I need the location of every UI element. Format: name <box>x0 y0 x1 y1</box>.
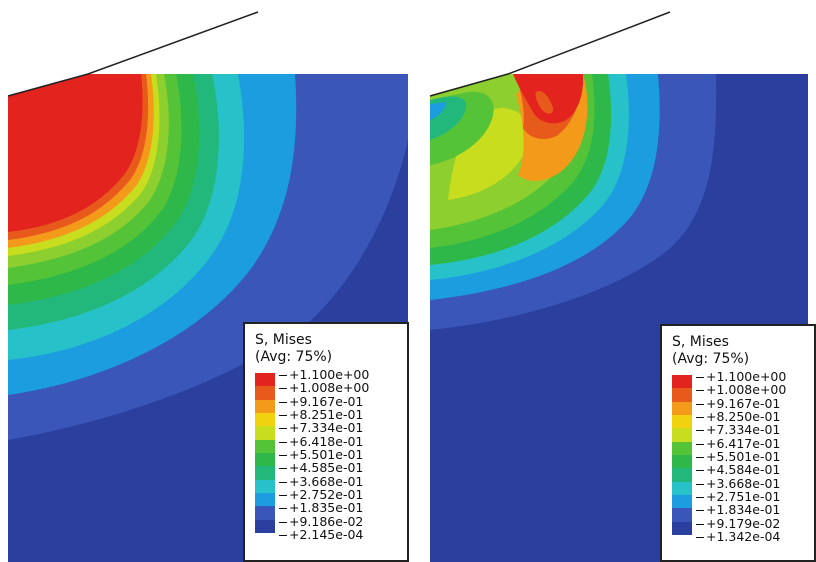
legend-swatch <box>672 401 692 416</box>
legend-swatch <box>672 508 692 522</box>
legend-swatch <box>672 375 692 389</box>
legend-swatch <box>672 441 692 456</box>
legend-value: +1.008e+00 <box>696 383 786 397</box>
legend-swatch <box>672 415 692 429</box>
legend-swatch <box>255 373 275 387</box>
legend-averaging: (Avg: 75%) <box>255 349 333 365</box>
legend-values: +1.100e+00 +1.008e+00 +9.167e-01 +8.250e… <box>696 370 786 543</box>
legend-value: +1.100e+00 <box>696 370 786 383</box>
legend-box: S, Mises (Avg: 75%) +1.100e+00 +1.008e+0… <box>660 324 816 562</box>
legend-swatch <box>255 506 275 520</box>
legend-value: +3.668e-01 <box>696 477 786 490</box>
legend-value: +9.179e-02 <box>696 517 786 530</box>
legend-value: +9.167e-01 <box>279 395 369 408</box>
tool-line <box>507 11 671 75</box>
band-red <box>8 74 143 232</box>
legend-swatch <box>672 521 692 536</box>
workpiece-edge-line <box>429 73 509 97</box>
legend-value: +4.585e-01 <box>279 461 369 475</box>
contour-panel-right: S, Mises (Avg: 75%) +1.100e+00 +1.008e+0… <box>408 0 816 562</box>
legend-swatch <box>255 413 275 427</box>
stress-contour-plot-left <box>7 11 408 562</box>
legend-color-bar <box>255 373 275 534</box>
legend-swatch <box>255 399 275 414</box>
legend-value: +5.501e-01 <box>279 448 369 461</box>
legend-value: +1.100e+00 <box>279 368 369 381</box>
legend-title: S, Mises <box>255 332 312 348</box>
legend-value: +1.835e-01 <box>279 501 369 515</box>
legend-value: +6.417e-01 <box>696 437 786 450</box>
legend-value: +5.501e-01 <box>696 450 786 463</box>
legend-swatch <box>255 439 275 454</box>
legend-swatch <box>672 468 692 482</box>
band-red-inner-mark <box>535 91 554 114</box>
legend-swatch <box>672 455 692 469</box>
legend-swatch <box>255 426 275 440</box>
legend-swatch <box>672 495 692 509</box>
legend-value: +8.251e-01 <box>279 408 369 421</box>
legend-swatch <box>255 386 275 400</box>
legend-value: +9.186e-02 <box>279 515 369 528</box>
legend-color-bar <box>672 375 692 536</box>
legend-value: +3.668e-01 <box>279 475 369 488</box>
legend-swatch <box>255 519 275 534</box>
legend-title: S, Mises <box>672 334 729 350</box>
band-edge-blue <box>430 102 446 120</box>
legend-swatch <box>672 428 692 442</box>
legend-swatch <box>255 466 275 480</box>
workpiece-edge-line <box>7 73 89 97</box>
legend-value: +2.752e-01 <box>279 488 369 501</box>
legend-box: S, Mises (Avg: 75%) +1.100e+00 +1.008e+0… <box>243 322 409 562</box>
legend-values: +1.100e+00 +1.008e+00 +9.167e-01 +8.251e… <box>279 368 369 541</box>
stress-contour-plot-right <box>429 11 808 562</box>
legend-swatch <box>255 479 275 494</box>
legend-swatch <box>672 481 692 496</box>
tool-line <box>87 11 259 75</box>
legend-value: +9.167e-01 <box>696 397 786 410</box>
legend-value: +1.008e+00 <box>279 381 369 395</box>
legend-value: +7.334e-01 <box>696 423 786 437</box>
legend-value: +7.334e-01 <box>279 421 369 435</box>
legend-value: +1.342e-04 <box>696 530 786 543</box>
contour-panel-left: S, Mises (Avg: 75%) +1.100e+00 +1.008e+0… <box>7 11 409 562</box>
legend-value: +2.751e-01 <box>696 490 786 503</box>
legend-swatch <box>255 493 275 507</box>
legend-swatch <box>255 453 275 467</box>
legend-averaging: (Avg: 75%) <box>672 351 750 367</box>
legend-swatch <box>672 388 692 402</box>
legend-value: +4.584e-01 <box>696 463 786 477</box>
legend-value: +2.145e-04 <box>279 528 369 541</box>
legend-value: +1.834e-01 <box>696 503 786 517</box>
legend-value: +6.418e-01 <box>279 435 369 448</box>
legend-value: +8.250e-01 <box>696 410 786 423</box>
